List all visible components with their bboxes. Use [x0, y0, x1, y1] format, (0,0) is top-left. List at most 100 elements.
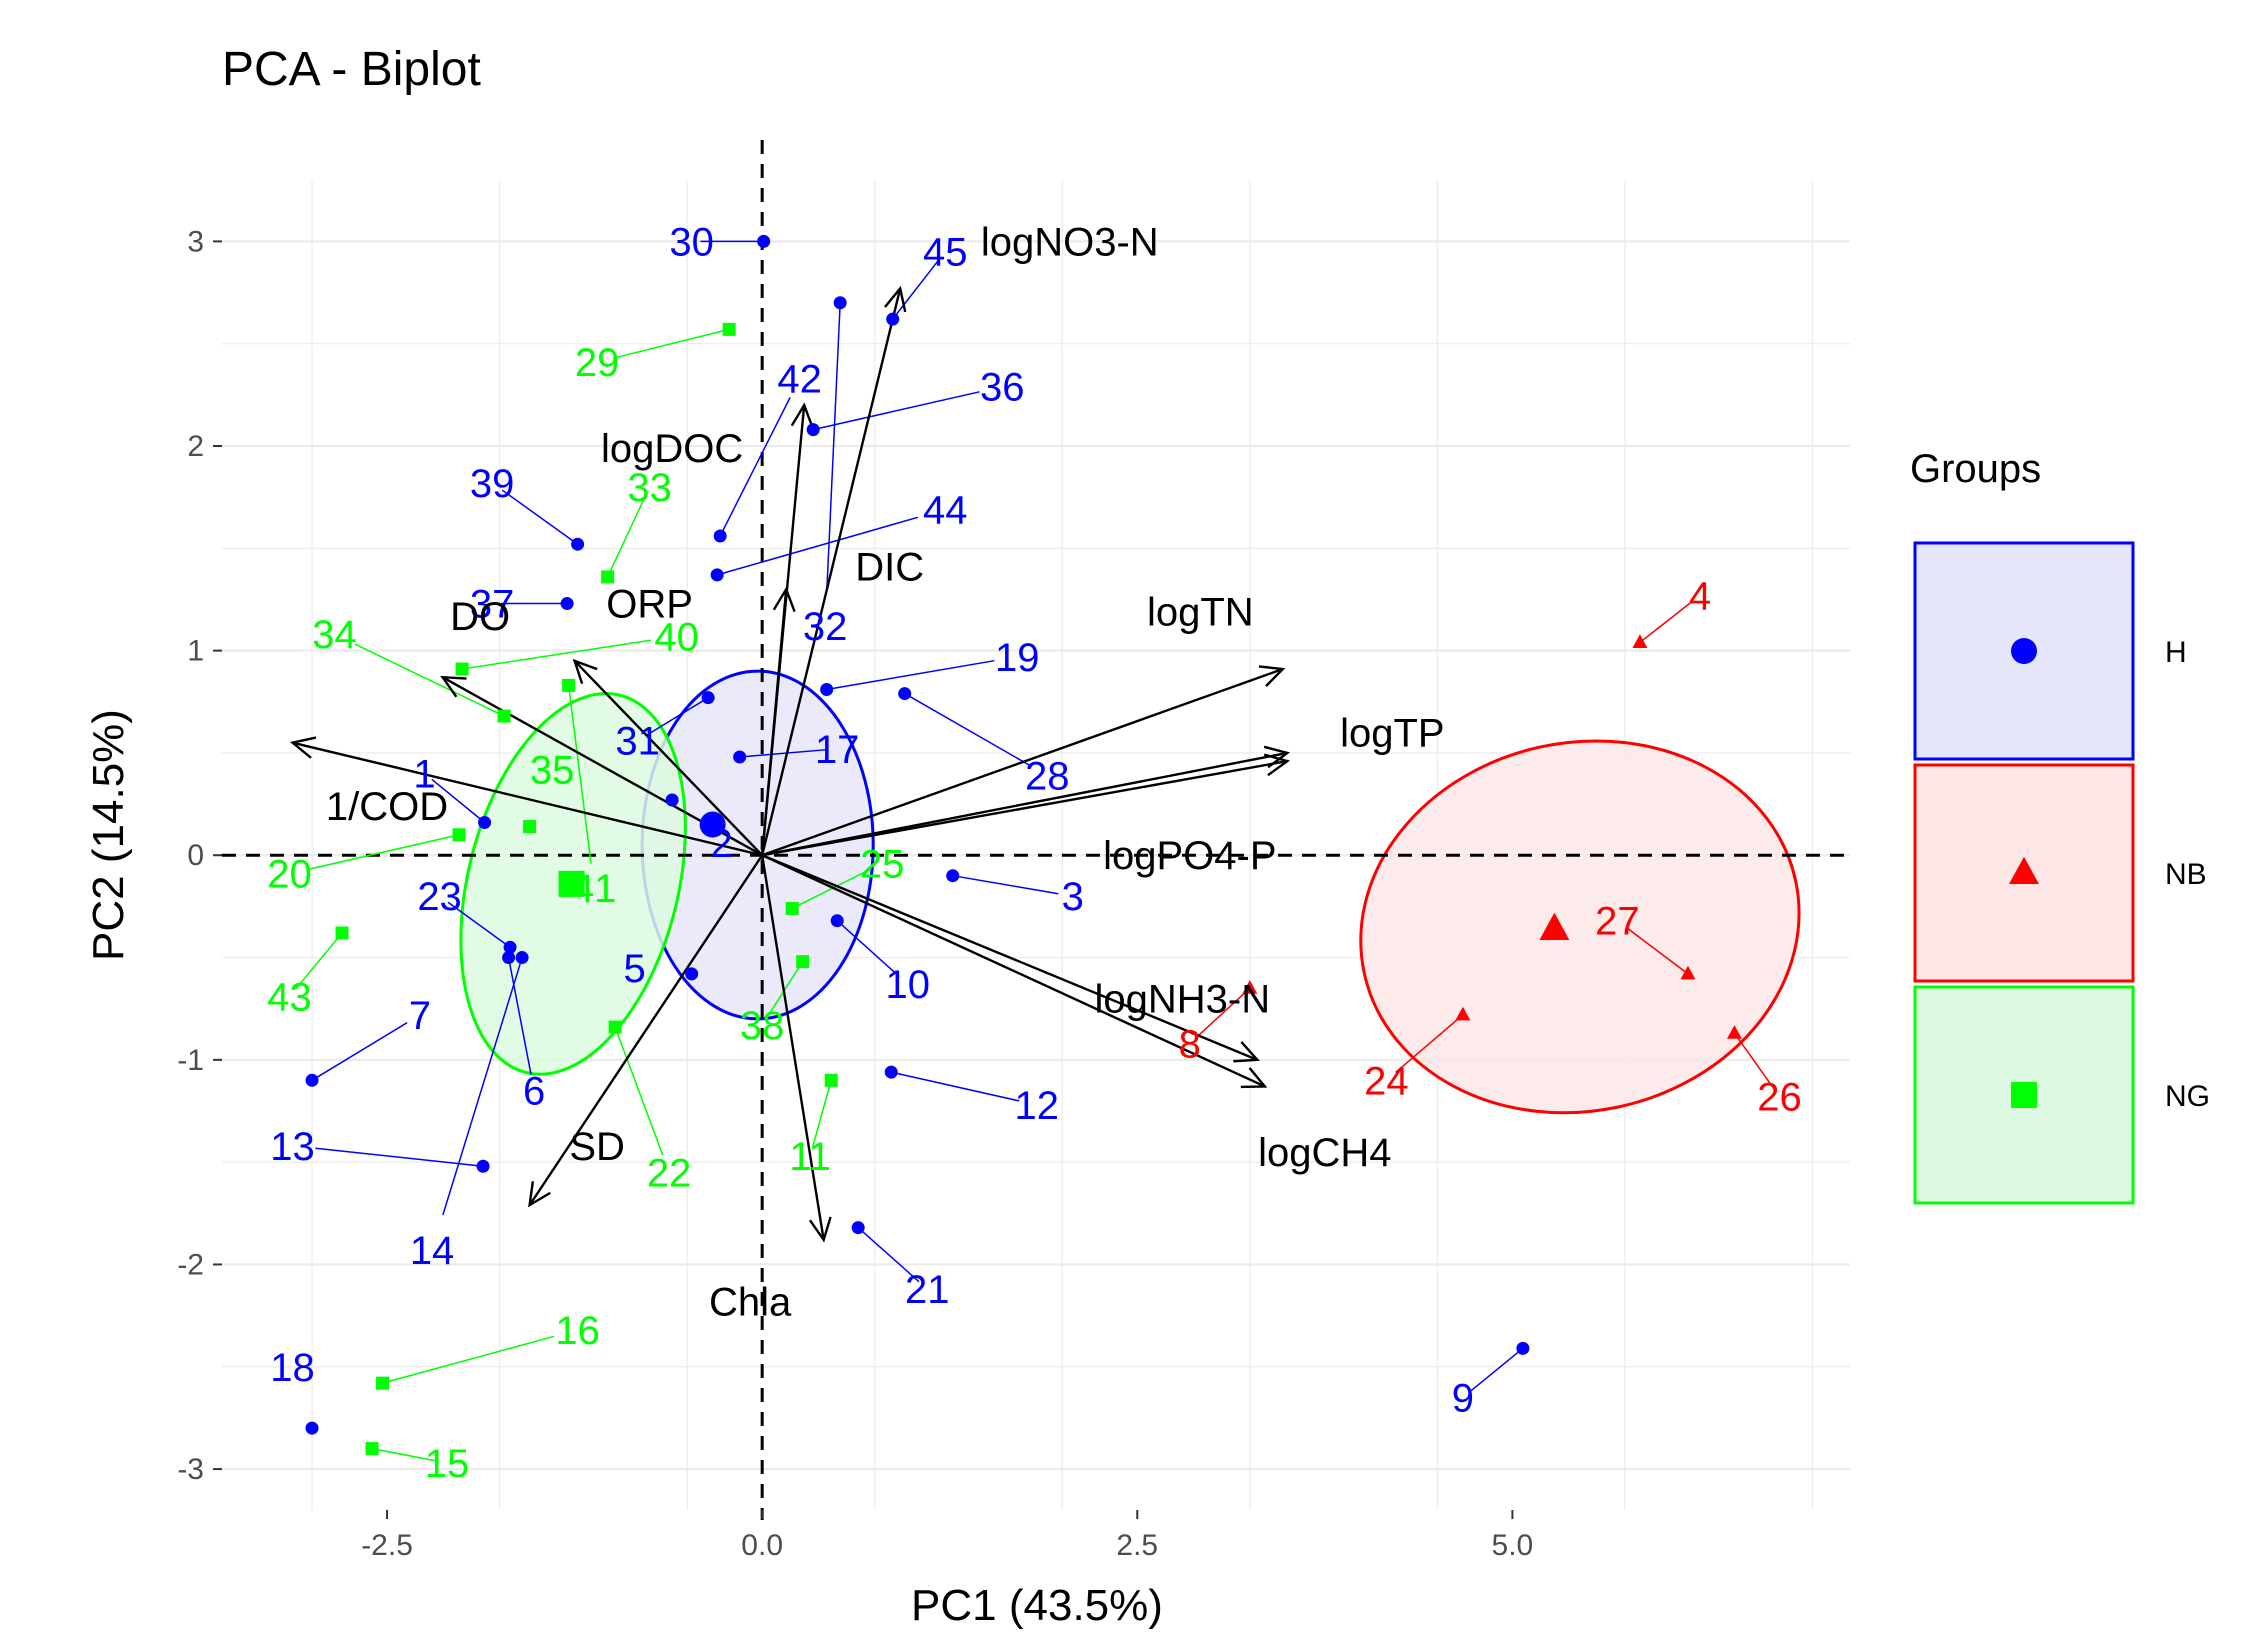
- point-label-2: 2: [711, 822, 733, 866]
- legend-marker-NB: [2009, 856, 2039, 885]
- point-label-27: 27: [1595, 900, 1640, 944]
- point-label-43: 43: [267, 975, 312, 1019]
- point-32: [833, 296, 847, 310]
- point-label-39: 39: [470, 462, 515, 506]
- point-label-41: 41: [572, 867, 617, 911]
- point-37: [560, 597, 574, 611]
- point-36: [806, 423, 820, 437]
- point-23: [503, 940, 517, 954]
- leader-line-20: [309, 834, 460, 870]
- variable-label-logNH3-N: logNH3-N: [1094, 977, 1270, 1021]
- leader-line-32: [826, 302, 841, 588]
- point-label-7: 7: [409, 994, 431, 1038]
- variable-label-SD: SD: [569, 1125, 625, 1169]
- variable-label-logTN: logTN: [1147, 591, 1254, 635]
- point-label-24: 24: [1364, 1059, 1409, 1103]
- point-12: [884, 1065, 898, 1079]
- leader-line-21: [857, 1227, 920, 1283]
- leader-line-40: [461, 639, 652, 670]
- point-25: [785, 901, 799, 915]
- leader-line-1: [431, 778, 486, 824]
- data-points: [305, 234, 1742, 1456]
- leader-line-4: [1639, 600, 1694, 644]
- y-tick-label: -1: [177, 1044, 204, 1077]
- arrow-head-DO: [440, 675, 467, 698]
- point-label-23: 23: [417, 875, 462, 919]
- ellipse-NB: [1359, 739, 1801, 1115]
- point-22: [608, 1020, 622, 1034]
- point-label-8: 8: [1179, 1022, 1201, 1066]
- point-label-22: 22: [647, 1151, 692, 1195]
- point-label-34: 34: [312, 613, 357, 657]
- legend-label-NG: NG: [2165, 1080, 2210, 1113]
- point-label-28: 28: [1025, 754, 1070, 798]
- leader-line-19: [826, 659, 995, 691]
- legend-label-NB: NB: [2165, 858, 2207, 891]
- point-33: [601, 570, 615, 584]
- leader-line-29: [612, 328, 730, 359]
- arrow-shaft-Chla: [760, 855, 825, 1241]
- point-label-10: 10: [885, 963, 930, 1007]
- variable-label-logCH4: logCH4: [1258, 1131, 1391, 1175]
- legend-marker-H: [2011, 638, 2037, 664]
- leader-line-44: [716, 516, 919, 576]
- variable-label-logPO4-P: logPO4-P: [1103, 834, 1276, 878]
- point-19: [820, 682, 834, 696]
- y-tick-label: 1: [187, 635, 204, 668]
- point-7: [305, 1073, 319, 1087]
- point-label-20: 20: [267, 853, 312, 897]
- y-tick-label: 0: [187, 839, 204, 872]
- point-label-30: 30: [669, 220, 714, 264]
- point-label-35: 35: [530, 748, 575, 792]
- arrow-head-logNO3-N: [884, 285, 907, 313]
- point-14: [515, 951, 529, 965]
- point-label-25: 25: [860, 842, 905, 886]
- point-label-16: 16: [555, 1309, 600, 1353]
- variable-label-logTP: logTP: [1340, 711, 1445, 755]
- chart-title: PCA - Biplot: [222, 43, 481, 96]
- arrow-shaft-logTP: [761, 751, 1288, 857]
- point-27: [1680, 965, 1696, 980]
- legend-marker-NG: [2011, 1082, 2037, 1108]
- point-21: [851, 1221, 865, 1235]
- leader-line-23: [447, 901, 511, 948]
- x-tick-label: -2.5: [361, 1529, 413, 1562]
- leader-line-43: [295, 932, 343, 990]
- point-31: [701, 691, 715, 705]
- y-tick-label: 2: [187, 430, 204, 463]
- point-2: [665, 793, 679, 807]
- leader-line-13: [315, 1147, 484, 1167]
- leader-line-42: [719, 397, 791, 537]
- variable-label-ORP: ORP: [606, 583, 693, 627]
- leader-line-41: [567, 685, 592, 864]
- leader-line-12: [891, 1071, 1020, 1102]
- leader-line-17: [739, 749, 826, 758]
- variable-label-DIC: DIC: [855, 546, 924, 590]
- variable-label-logDOC: logDOC: [601, 427, 743, 471]
- point-label-11: 11: [789, 1135, 831, 1179]
- point-label-4: 4: [1689, 574, 1711, 618]
- variable-label-DO: DO: [450, 595, 510, 639]
- point-label-29: 29: [575, 341, 620, 385]
- point-label-6: 6: [523, 1070, 545, 1114]
- leader-line-15: [371, 1447, 439, 1462]
- leader-line-9: [1469, 1347, 1524, 1393]
- point-label-32: 32: [803, 605, 848, 649]
- arrow-shaft-SD: [528, 854, 764, 1206]
- leader-line-3: [952, 874, 1059, 895]
- leader-line-36: [813, 391, 980, 431]
- point-24: [1455, 1006, 1471, 1021]
- x-tick-label: 5.0: [1492, 1529, 1534, 1562]
- arrow-shaft-logNO3-N: [760, 288, 902, 856]
- point-label-36: 36: [980, 366, 1025, 410]
- leader-line-28: [904, 692, 1031, 767]
- reference-lines: [222, 140, 1850, 1520]
- variable-label-Chla: Chla: [709, 1280, 792, 1324]
- point-label-40: 40: [654, 615, 699, 659]
- point-label-33: 33: [627, 466, 672, 510]
- point-35: [523, 820, 537, 834]
- point-40: [455, 662, 469, 676]
- leader-line-45: [892, 259, 940, 320]
